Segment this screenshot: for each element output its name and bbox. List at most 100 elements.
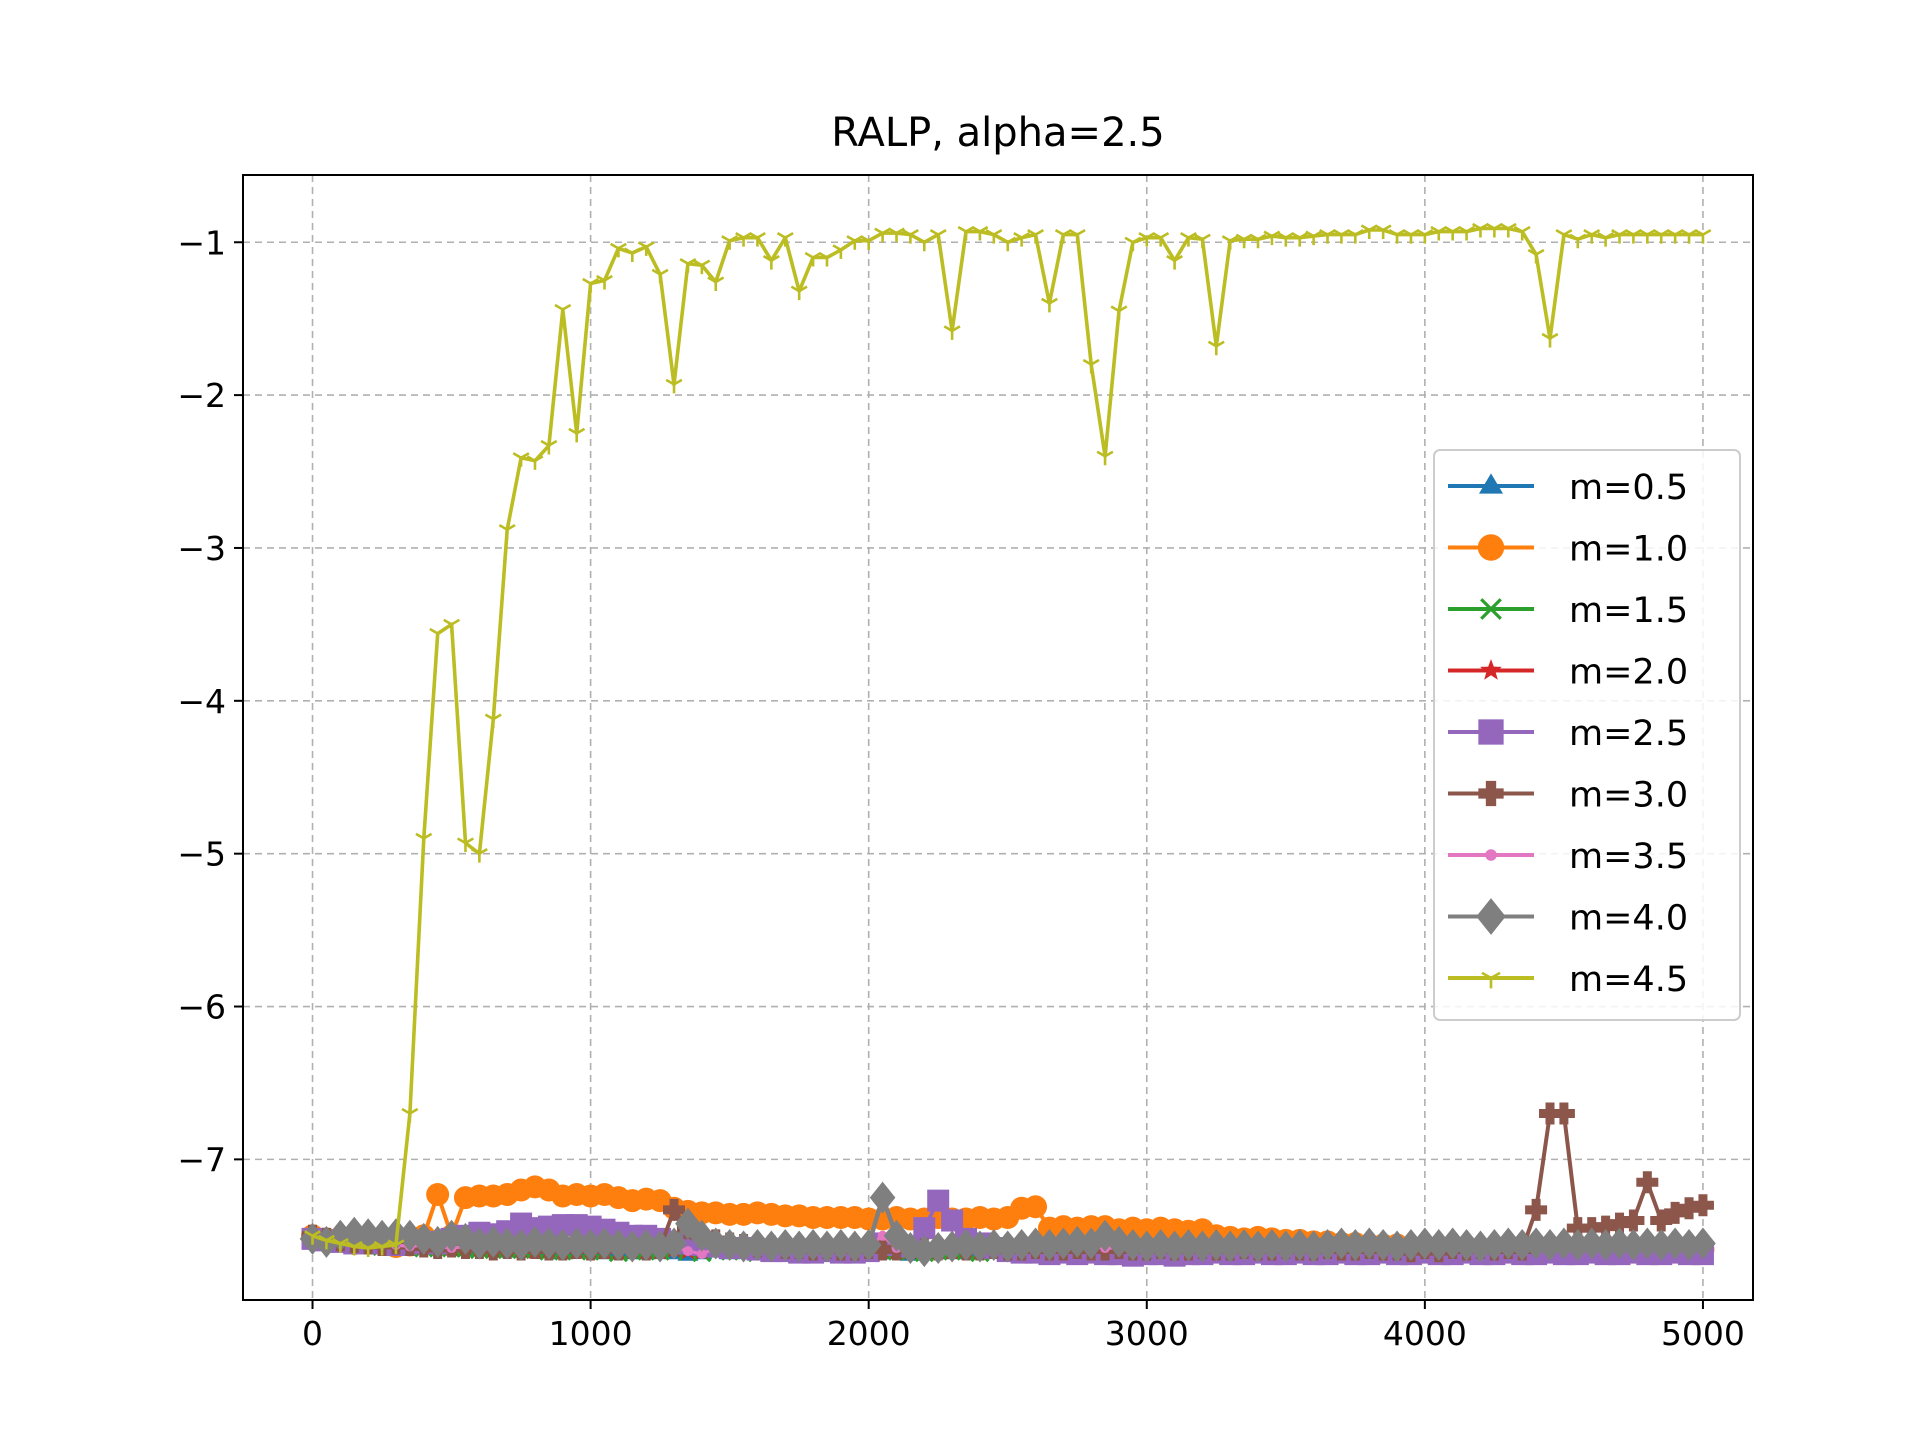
data-point	[682, 1246, 693, 1257]
data-point	[957, 225, 975, 241]
data-point	[1538, 1102, 1561, 1125]
data-point	[596, 274, 613, 290]
data-point	[387, 1239, 405, 1254]
legend-item: m=4.0	[1448, 898, 1688, 939]
data-point	[707, 276, 725, 291]
legend-label: m=4.5	[1569, 960, 1688, 1000]
data-point	[758, 1230, 785, 1263]
data-point	[651, 268, 669, 284]
legend-marker	[1476, 898, 1506, 935]
legend-marker	[1478, 780, 1504, 807]
data-point	[675, 1207, 701, 1240]
data-point	[456, 837, 474, 852]
data-point	[1664, 1201, 1687, 1224]
legend-marker	[1480, 598, 1502, 620]
data-point	[814, 1230, 840, 1263]
data-point	[915, 236, 933, 252]
data-point	[1608, 1212, 1631, 1235]
data-point	[1416, 228, 1434, 244]
y-axis: −1 −2 −3 −4 −5 −6 −7	[177, 223, 243, 1179]
data-point	[304, 1230, 321, 1245]
data-point	[512, 452, 530, 467]
x-tick-label: 2000	[827, 1314, 911, 1353]
data-point	[1678, 1197, 1701, 1220]
data-point	[953, 1228, 979, 1261]
data-point	[498, 523, 516, 539]
plot-frame	[242, 174, 1754, 1301]
data-point	[661, 1227, 687, 1260]
data-point	[1374, 224, 1392, 240]
data-point	[568, 427, 586, 443]
x-tick-label: 5000	[1661, 1314, 1745, 1353]
data-point	[1569, 233, 1587, 249]
data-point	[1513, 225, 1531, 241]
data-point	[359, 1242, 377, 1258]
data-point	[929, 228, 947, 244]
data-point	[941, 1209, 964, 1232]
data-point	[913, 1217, 936, 1240]
data-point	[981, 1228, 1007, 1261]
legend-label: m=3.0	[1569, 776, 1688, 816]
legend-item: m=2.5	[1448, 714, 1688, 754]
data-point	[619, 1230, 646, 1263]
data-point	[1594, 1215, 1617, 1238]
data-point	[331, 1237, 349, 1253]
data-point	[429, 627, 447, 643]
data-point	[415, 832, 433, 848]
data-point	[1691, 1194, 1714, 1217]
series-m=4.5	[304, 222, 1712, 1258]
data-point	[1690, 1227, 1716, 1260]
data-point	[1305, 230, 1323, 246]
data-point	[554, 303, 572, 319]
legend-label: m=2.5	[1569, 714, 1688, 754]
data-point	[999, 236, 1017, 252]
data-point	[855, 1228, 882, 1261]
data-point	[786, 1230, 812, 1263]
data-point	[985, 228, 1003, 244]
legend-label: m=1.0	[1569, 530, 1688, 570]
legend-marker	[1478, 473, 1504, 494]
data-point	[702, 1227, 729, 1260]
data-point	[1040, 297, 1058, 313]
data-point	[1458, 225, 1476, 241]
data-point	[373, 1240, 391, 1256]
legend-item: m=2.0	[1448, 653, 1688, 693]
data-point	[818, 251, 836, 267]
data-point	[1622, 1209, 1645, 1232]
data-point	[1193, 233, 1211, 249]
data-point	[1597, 232, 1615, 247]
data-point	[1291, 232, 1309, 247]
data-point	[1096, 450, 1114, 466]
y-tick-label: −4	[177, 682, 226, 721]
data-point	[721, 235, 739, 250]
data-point	[317, 1234, 335, 1250]
data-point	[1652, 228, 1670, 244]
data-point	[971, 225, 989, 241]
data-point	[832, 244, 850, 259]
data-point	[696, 1249, 707, 1260]
y-tick-label: −1	[177, 223, 226, 262]
data-point	[1207, 340, 1225, 356]
data-point	[426, 1183, 450, 1207]
x-axis: 0 1000 2000 3000 4000 5000	[302, 1300, 1745, 1353]
data-point	[637, 241, 655, 256]
data-point	[526, 455, 544, 470]
legend-item: m=3.5	[1448, 837, 1688, 877]
data-point	[647, 1230, 673, 1263]
data-point	[1636, 1171, 1659, 1194]
legend-label: m=1.5	[1569, 591, 1688, 631]
data-point	[1013, 232, 1031, 247]
legend-marker	[1477, 534, 1505, 561]
data-point	[582, 277, 600, 293]
data-point	[1541, 332, 1559, 348]
legend-label: m=0.5	[1569, 468, 1688, 508]
chart-title: RALP, alpha=2.5	[831, 110, 1164, 156]
data-point	[609, 242, 627, 258]
data-point	[401, 1107, 419, 1123]
legend-item: m=4.5	[1448, 960, 1688, 1000]
legend-label: m=2.0	[1569, 653, 1688, 693]
series-m=4.0	[299, 1181, 1716, 1268]
grid	[243, 175, 1753, 1300]
data-point	[1249, 233, 1267, 249]
data-point	[897, 1232, 924, 1265]
